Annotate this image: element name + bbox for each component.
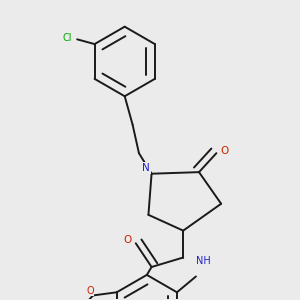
Text: O: O [220, 146, 228, 156]
Text: N: N [142, 163, 150, 173]
Text: O: O [86, 286, 94, 296]
Text: NH: NH [196, 256, 211, 266]
Text: Cl: Cl [62, 33, 72, 43]
Text: O: O [124, 235, 132, 245]
